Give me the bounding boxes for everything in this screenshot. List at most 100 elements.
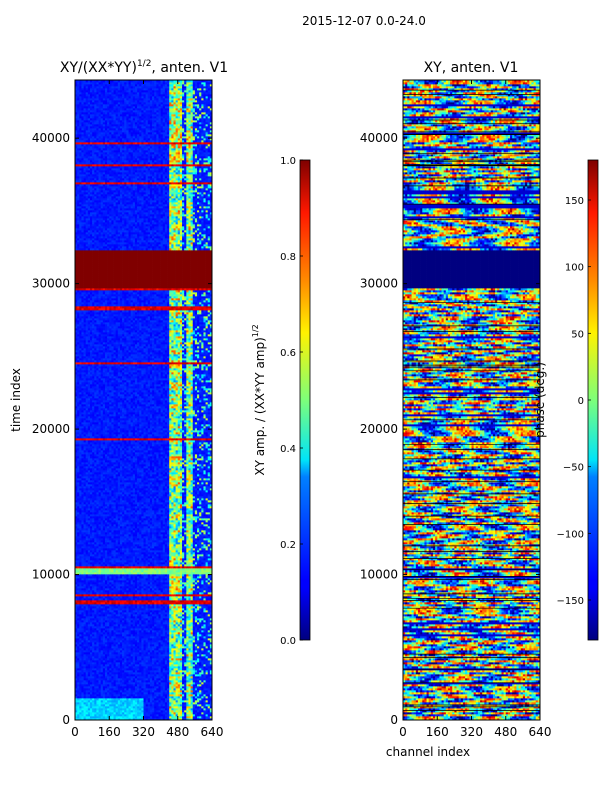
heatmap-cell xyxy=(208,674,210,676)
heatmap-cell xyxy=(186,694,188,696)
heatmap-cell xyxy=(126,656,128,658)
heatmap-cell xyxy=(195,656,197,658)
heatmap-cell xyxy=(184,710,186,712)
heatmap-cell xyxy=(199,688,201,690)
heatmap-cell xyxy=(206,672,208,674)
heatmap-cell xyxy=(139,662,141,664)
heatmap-cell xyxy=(201,634,203,636)
heatmap-cell xyxy=(122,692,124,694)
heatmap-cell xyxy=(148,666,150,668)
heatmap-cell xyxy=(165,674,167,676)
heatmap-cell xyxy=(152,634,154,636)
heatmap-cell xyxy=(118,708,120,710)
heatmap-cell xyxy=(99,708,101,710)
heatmap-cell xyxy=(103,682,105,684)
heatmap-cell xyxy=(184,684,186,686)
heatmap-cell xyxy=(201,700,203,702)
heatmap-cell xyxy=(107,694,109,696)
heatmap-cell xyxy=(184,648,186,650)
heatmap-cell xyxy=(131,700,133,702)
heatmap-cell xyxy=(208,686,210,688)
heatmap-cell xyxy=(193,656,195,658)
heatmap-cell xyxy=(197,692,199,694)
heatmap-cell xyxy=(141,648,143,650)
heatmap-cell xyxy=(186,666,188,668)
heatmap-cell xyxy=(120,670,122,672)
heatmap-cell xyxy=(118,682,120,684)
heatmap-cell xyxy=(124,696,126,698)
heatmap-cell xyxy=(201,704,203,706)
heatmap-cell xyxy=(133,668,135,670)
heatmap-cell xyxy=(96,664,98,666)
heatmap-cell xyxy=(169,688,171,690)
heatmap-cell xyxy=(124,652,126,654)
heatmap-cell xyxy=(199,706,201,708)
heatmap-cell xyxy=(105,692,107,694)
heatmap-cell xyxy=(81,648,83,650)
heatmap-cell xyxy=(105,702,107,704)
heatmap-cell xyxy=(150,640,152,642)
heatmap-cell xyxy=(103,694,105,696)
heatmap-cell xyxy=(114,640,116,642)
heatmap-cell xyxy=(191,632,193,634)
heatmap-cell xyxy=(109,700,111,702)
heatmap-cell xyxy=(109,686,111,688)
heatmap-cell xyxy=(79,696,81,698)
heatmap-cell xyxy=(188,682,190,684)
heatmap-cell xyxy=(199,672,201,674)
heatmap-cell xyxy=(156,716,158,718)
heatmap-cell xyxy=(137,656,139,658)
heatmap-cell xyxy=(184,652,186,654)
heatmap-cell xyxy=(133,676,135,678)
heatmap-cell xyxy=(161,674,163,676)
heatmap-cell xyxy=(182,684,184,686)
heatmap-cell xyxy=(173,696,175,698)
heatmap-cell xyxy=(201,674,203,676)
heatmap-cell xyxy=(96,694,98,696)
heatmap-cell xyxy=(114,646,116,648)
heatmap-cell xyxy=(152,680,154,682)
heatmap-cell xyxy=(197,642,199,644)
heatmap-cell xyxy=(173,632,175,634)
heatmap-cell xyxy=(208,710,210,712)
heatmap-cell xyxy=(84,698,86,700)
heatmap-cell xyxy=(103,642,105,644)
heatmap-cell xyxy=(79,712,81,714)
heatmap-cell xyxy=(133,690,135,692)
heatmap-cell xyxy=(148,664,150,666)
heatmap-cell xyxy=(99,640,101,642)
heatmap-cell xyxy=(139,666,141,668)
heatmap-cell xyxy=(146,676,148,678)
heatmap-cell xyxy=(161,708,163,710)
heatmap-cell xyxy=(122,696,124,698)
heatmap-cell xyxy=(169,692,171,694)
heatmap-cell xyxy=(163,708,165,710)
heatmap-cell xyxy=(186,674,188,676)
heatmap-cell xyxy=(176,696,178,698)
heatmap-cell xyxy=(178,654,180,656)
heatmap-cell xyxy=(201,714,203,716)
heatmap-cell xyxy=(180,632,182,634)
heatmap-cell xyxy=(109,652,111,654)
heatmap-cell xyxy=(92,696,94,698)
heatmap-cell xyxy=(126,686,128,688)
heatmap-cell xyxy=(188,710,190,712)
heatmap-cell xyxy=(122,714,124,716)
heatmap-cell xyxy=(195,694,197,696)
heatmap-cell xyxy=(94,680,96,682)
heatmap-cell xyxy=(167,698,169,700)
heatmap-cell xyxy=(163,716,165,718)
heatmap-cell xyxy=(193,660,195,662)
heatmap-cell xyxy=(92,690,94,692)
left-title-main: XY/(XX*YY) xyxy=(60,60,137,76)
heatmap-cell xyxy=(90,706,92,708)
heatmap-cell xyxy=(116,684,118,686)
heatmap-cell xyxy=(96,676,98,678)
heatmap-cell xyxy=(141,642,143,644)
heatmap-cell xyxy=(163,646,165,648)
heatmap-cell xyxy=(180,640,182,642)
heatmap-cell xyxy=(107,700,109,702)
heatmap-cell xyxy=(182,666,184,668)
heatmap-cell xyxy=(173,708,175,710)
heatmap-cell xyxy=(114,638,116,640)
